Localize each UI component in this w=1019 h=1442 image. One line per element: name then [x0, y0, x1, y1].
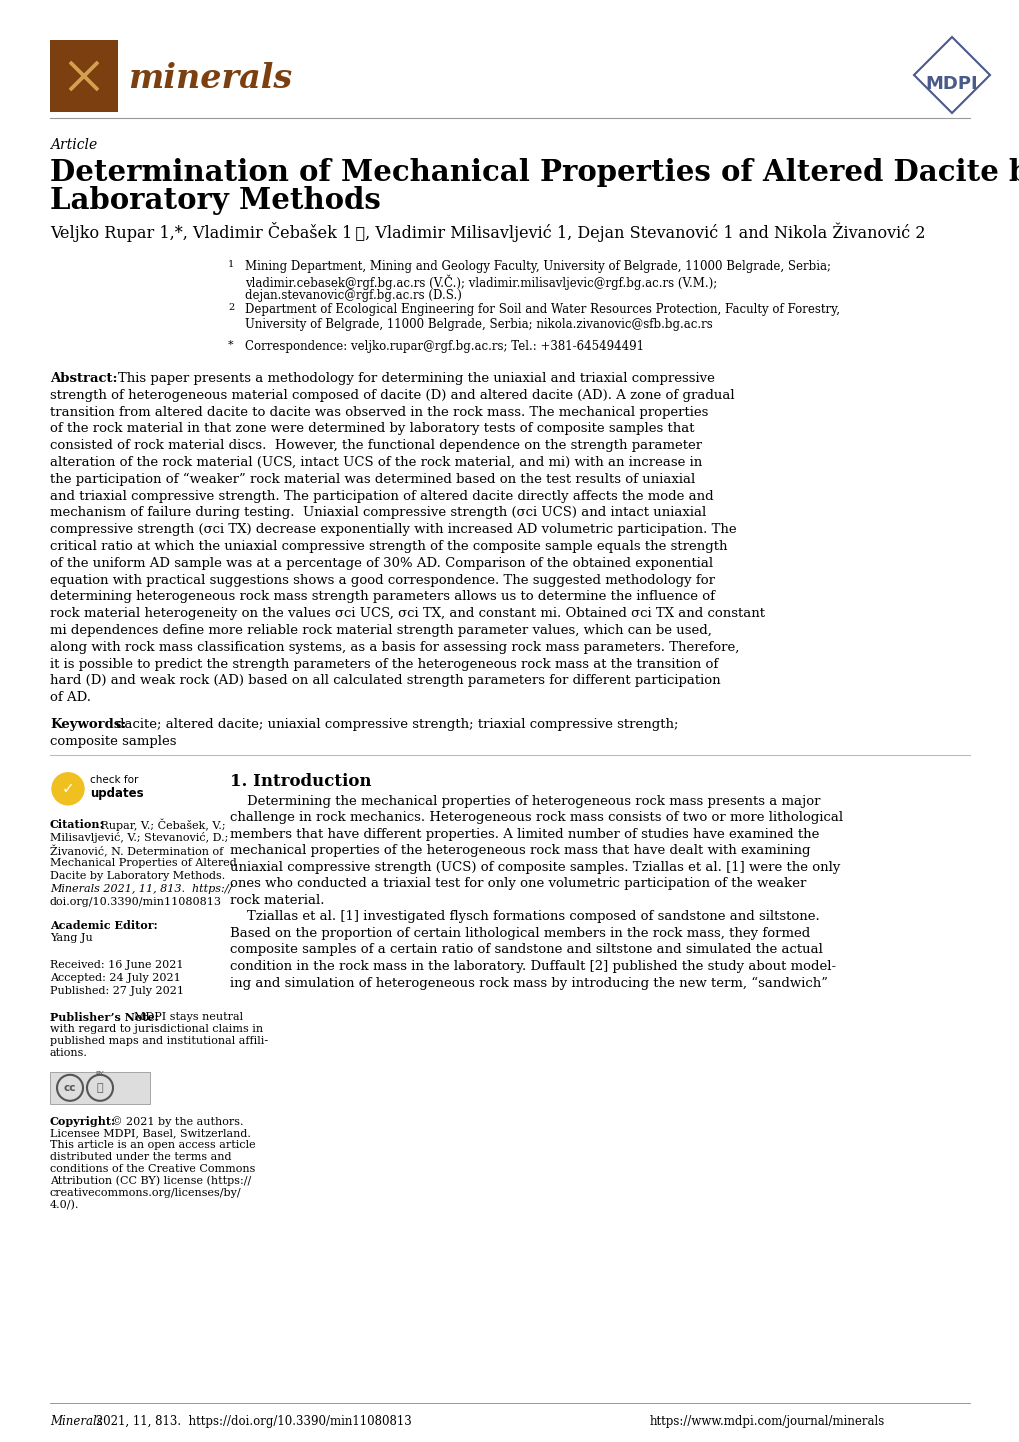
Text: ones who conducted a triaxial test for only one volumetric participation of the : ones who conducted a triaxial test for o…	[229, 877, 806, 890]
Text: minerals: minerals	[127, 62, 291, 95]
Text: Accepted: 24 July 2021: Accepted: 24 July 2021	[50, 973, 180, 983]
Text: distributed under the terms and: distributed under the terms and	[50, 1152, 231, 1162]
Text: Licensee MDPI, Basel, Switzerland.: Licensee MDPI, Basel, Switzerland.	[50, 1128, 251, 1138]
Text: ations.: ations.	[50, 1048, 88, 1058]
Text: Determination of Mechanical Properties of Altered Dacite by: Determination of Mechanical Properties o…	[50, 159, 1019, 187]
Text: dacite; altered dacite; uniaxial compressive strength; triaxial compressive stre: dacite; altered dacite; uniaxial compres…	[116, 718, 678, 731]
Text: Minerals: Minerals	[50, 1415, 103, 1428]
Text: condition in the rock mass in the laboratory. Duffault [2] published the study a: condition in the rock mass in the labora…	[229, 960, 836, 973]
Text: https://www.mdpi.com/journal/minerals: https://www.mdpi.com/journal/minerals	[649, 1415, 884, 1428]
Text: Copyright:: Copyright:	[50, 1116, 116, 1126]
Text: of the rock material in that zone were determined by laboratory tests of composi: of the rock material in that zone were d…	[50, 423, 694, 435]
Text: Yang Ju: Yang Ju	[50, 933, 93, 943]
Circle shape	[52, 773, 84, 805]
Text: Attribution (CC BY) license (https://: Attribution (CC BY) license (https://	[50, 1175, 251, 1187]
Text: hard (D) and weak rock (AD) based on all calculated strength parameters for diff: hard (D) and weak rock (AD) based on all…	[50, 675, 719, 688]
Text: Determining the mechanical properties of heterogeneous rock mass presents a majo: Determining the mechanical properties of…	[229, 795, 819, 808]
Text: along with rock mass classification systems, as a basis for assessing rock mass : along with rock mass classification syst…	[50, 640, 739, 653]
Text: and triaxial compressive strength. The participation of altered dacite directly : and triaxial compressive strength. The p…	[50, 490, 713, 503]
Text: uniaxial compressive strength (UCS) of composite samples. Tziallas et al. [1] we: uniaxial compressive strength (UCS) of c…	[229, 861, 840, 874]
Text: members that have different properties. A limited number of studies have examine: members that have different properties. …	[229, 828, 818, 841]
Text: rock material.: rock material.	[229, 894, 324, 907]
Text: Milisavljević, V.; Stevanović, D.;: Milisavljević, V.; Stevanović, D.;	[50, 832, 228, 842]
FancyBboxPatch shape	[50, 1071, 150, 1103]
Text: Keywords:: Keywords:	[50, 718, 126, 731]
Text: Received: 16 June 2021: Received: 16 June 2021	[50, 960, 183, 970]
Text: This article is an open access article: This article is an open access article	[50, 1139, 256, 1149]
Text: composite samples of a certain ratio of sandstone and siltstone and simulated th: composite samples of a certain ratio of …	[229, 943, 822, 956]
Text: compressive strength (σci TX) decrease exponentially with increased AD volumetri: compressive strength (σci TX) decrease e…	[50, 523, 736, 536]
Text: Academic Editor:: Academic Editor:	[50, 920, 158, 930]
Text: 4.0/).: 4.0/).	[50, 1200, 79, 1210]
Text: 1: 1	[228, 260, 234, 270]
Text: University of Belgrade, 11000 Belgrade, Serbia; nikola.zivanovic@sfb.bg.ac.rs: University of Belgrade, 11000 Belgrade, …	[245, 319, 712, 332]
Text: challenge in rock mechanics. Heterogeneous rock mass consists of two or more lit: challenge in rock mechanics. Heterogeneo…	[229, 812, 843, 825]
Text: Mechanical Properties of Altered: Mechanical Properties of Altered	[50, 858, 236, 868]
Text: the participation of “weaker” rock material was determined based on the test res: the participation of “weaker” rock mater…	[50, 473, 695, 486]
Text: mi dependences define more reliable rock material strength parameter values, whi: mi dependences define more reliable rock…	[50, 624, 711, 637]
Text: determining heterogeneous rock mass strength parameters allows us to determine t: determining heterogeneous rock mass stre…	[50, 590, 714, 603]
Text: critical ratio at which the uniaxial compressive strength of the composite sampl: critical ratio at which the uniaxial com…	[50, 539, 727, 552]
Text: vladimir.cebasek@rgf.bg.ac.rs (V.Č.); vladimir.milisavljevic@rgf.bg.ac.rs (V.M.): vladimir.cebasek@rgf.bg.ac.rs (V.Č.); vl…	[245, 274, 716, 290]
Text: Laboratory Methods: Laboratory Methods	[50, 186, 380, 215]
Text: of AD.: of AD.	[50, 691, 91, 704]
Text: of the uniform AD sample was at a percentage of 30% AD. Comparison of the obtain: of the uniform AD sample was at a percen…	[50, 557, 712, 570]
Text: ing and simulation of heterogeneous rock mass by introducing the new term, “sand: ing and simulation of heterogeneous rock…	[229, 976, 827, 989]
Text: Based on the proportion of certain lithological members in the rock mass, they f: Based on the proportion of certain litho…	[229, 927, 809, 940]
Text: Veljko Rupar 1,*, Vladimir Čebašek 1 ⓘ, Vladimir Milisavljević 1, Dejan Stevanov: Veljko Rupar 1,*, Vladimir Čebašek 1 ⓘ, …	[50, 222, 924, 242]
Text: cc: cc	[63, 1083, 76, 1093]
Text: Correspondence: veljko.rupar@rgf.bg.ac.rs; Tel.: +381-645494491: Correspondence: veljko.rupar@rgf.bg.ac.r…	[245, 340, 643, 353]
Text: 1. Introduction: 1. Introduction	[229, 773, 371, 790]
Text: Published: 27 July 2021: Published: 27 July 2021	[50, 986, 183, 996]
Text: with regard to jurisdictional claims in: with regard to jurisdictional claims in	[50, 1024, 263, 1034]
Text: BY: BY	[96, 1071, 104, 1077]
Text: strength of heterogeneous material composed of dacite (D) and altered dacite (AD: strength of heterogeneous material compo…	[50, 389, 734, 402]
Text: alteration of the rock material (UCS, intact UCS of the rock material, and mi) w: alteration of the rock material (UCS, in…	[50, 456, 701, 469]
Text: rock material heterogeneity on the values σci UCS, σci TX, and constant mi. Obta: rock material heterogeneity on the value…	[50, 607, 764, 620]
Text: Department of Ecological Engineering for Soil and Water Resources Protection, Fa: Department of Ecological Engineering for…	[245, 303, 840, 316]
Text: MDPI: MDPI	[925, 75, 977, 92]
Text: conditions of the Creative Commons: conditions of the Creative Commons	[50, 1164, 255, 1174]
Text: *: *	[228, 340, 233, 350]
Text: mechanical properties of the heterogeneous rock mass that have dealt with examin: mechanical properties of the heterogeneo…	[229, 845, 810, 858]
Text: 2: 2	[228, 303, 234, 313]
Text: Tziallas et al. [1] investigated flysch formations composed of sandstone and sil: Tziallas et al. [1] investigated flysch …	[229, 910, 819, 923]
Text: creativecommons.org/licenses/by/: creativecommons.org/licenses/by/	[50, 1188, 242, 1198]
Text: ✓: ✓	[61, 782, 74, 796]
Text: updates: updates	[90, 787, 144, 800]
Text: Živanović, N. Determination of: Živanović, N. Determination of	[50, 845, 223, 857]
Text: Rupar, V.; Čebašek, V.;: Rupar, V.; Čebašek, V.;	[97, 819, 225, 831]
Text: it is possible to predict the strength parameters of the heterogeneous rock mass: it is possible to predict the strength p…	[50, 658, 717, 671]
Text: Dacite by Laboratory Methods.: Dacite by Laboratory Methods.	[50, 871, 225, 881]
Text: transition from altered dacite to dacite was observed in the rock mass. The mech: transition from altered dacite to dacite…	[50, 405, 707, 418]
Text: check for: check for	[90, 774, 139, 784]
Text: doi.org/10.3390/min11080813: doi.org/10.3390/min11080813	[50, 897, 222, 907]
Text: equation with practical suggestions shows a good correspondence. The suggested m: equation with practical suggestions show…	[50, 574, 714, 587]
Text: Publisher’s Note:: Publisher’s Note:	[50, 1012, 159, 1022]
Text: ⓑ: ⓑ	[97, 1083, 103, 1093]
Text: Article: Article	[50, 138, 97, 151]
Text: consisted of rock material discs.  However, the functional dependence on the str: consisted of rock material discs. Howeve…	[50, 440, 701, 453]
Text: published maps and institutional affili-: published maps and institutional affili-	[50, 1035, 268, 1045]
Text: Minerals 2021, 11, 813.  https://: Minerals 2021, 11, 813. https://	[50, 884, 232, 894]
Text: Abstract:: Abstract:	[50, 372, 117, 385]
Text: Citation:: Citation:	[50, 819, 104, 829]
Text: composite samples: composite samples	[50, 735, 176, 748]
Text: This paper presents a methodology for determining the uniaxial and triaxial comp: This paper presents a methodology for de…	[118, 372, 714, 385]
Text: mechanism of failure during testing.  Uniaxial compressive strength (σci UCS) an: mechanism of failure during testing. Uni…	[50, 506, 705, 519]
Text: 2021, 11, 813.  https://doi.org/10.3390/min11080813: 2021, 11, 813. https://doi.org/10.3390/m…	[92, 1415, 412, 1428]
Text: dejan.stevanovic@rgf.bg.ac.rs (D.S.): dejan.stevanovic@rgf.bg.ac.rs (D.S.)	[245, 288, 462, 301]
FancyBboxPatch shape	[50, 40, 118, 112]
Text: © 2021 by the authors.: © 2021 by the authors.	[108, 1116, 244, 1126]
Text: Mining Department, Mining and Geology Faculty, University of Belgrade, 11000 Bel: Mining Department, Mining and Geology Fa…	[245, 260, 830, 273]
Text: MDPI stays neutral: MDPI stays neutral	[133, 1012, 243, 1022]
